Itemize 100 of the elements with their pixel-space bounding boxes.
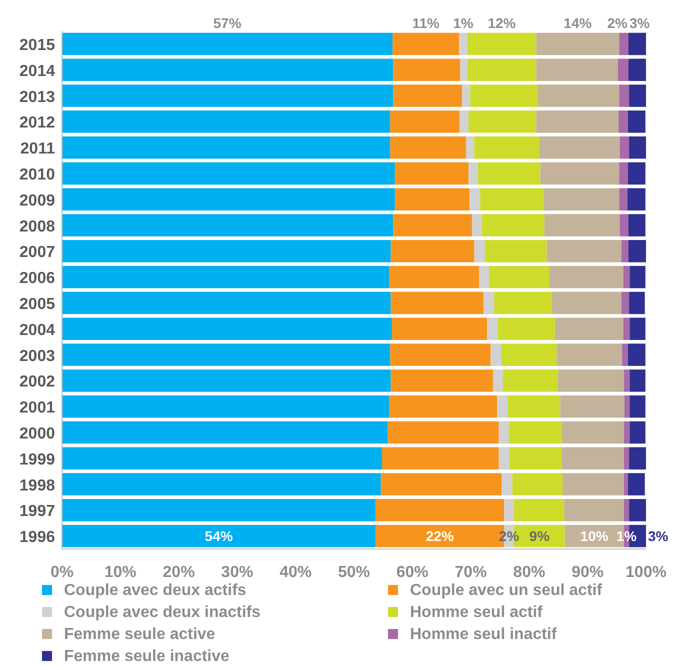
- bar: [562, 447, 624, 470]
- bar: [546, 240, 622, 262]
- bar: [623, 266, 630, 288]
- bar: [467, 58, 536, 81]
- y-tick-label: 2004: [19, 322, 56, 339]
- bar: [628, 344, 646, 366]
- bar: [624, 447, 630, 470]
- x-tick-label: 100%: [626, 564, 666, 581]
- bar: [536, 110, 619, 133]
- bar: [390, 344, 491, 366]
- bar: [623, 318, 630, 340]
- bar: [621, 240, 628, 262]
- y-tick-label: 2000: [19, 425, 56, 442]
- bar: [628, 240, 646, 262]
- x-tick-label: 80%: [513, 564, 546, 581]
- bar: [62, 421, 388, 444]
- y-tick-label: 2010: [19, 166, 56, 184]
- x-tick-label: 40%: [280, 564, 312, 581]
- y-tick-label: 2002: [19, 374, 56, 391]
- bar: [538, 84, 620, 107]
- bar: [376, 499, 504, 522]
- bar: [621, 292, 630, 314]
- bar: [62, 110, 390, 133]
- bar: [619, 84, 630, 107]
- bar: [62, 266, 390, 288]
- bar: [628, 162, 646, 185]
- bar: [62, 136, 390, 159]
- bar: [487, 318, 498, 340]
- bar: [627, 188, 646, 210]
- bar: [484, 240, 547, 262]
- bar: [390, 292, 484, 314]
- y-tick-label: 2014: [19, 62, 56, 80]
- x-tick-label: 0%: [50, 564, 74, 581]
- y-tick-label: 2001: [19, 400, 56, 417]
- bar: [470, 188, 480, 210]
- data-label: 54%: [204, 528, 234, 544]
- bar: [562, 421, 624, 444]
- bar: [558, 370, 624, 392]
- bar: [497, 395, 508, 418]
- bar: [478, 162, 540, 185]
- bar: [618, 58, 628, 81]
- data-label: 9%: [529, 528, 550, 544]
- x-tick-label: 30%: [221, 564, 254, 581]
- bar: [468, 110, 536, 133]
- bar: [393, 84, 462, 107]
- bar: [509, 447, 562, 470]
- bar: [62, 473, 381, 496]
- bar: [620, 136, 630, 159]
- bar: [539, 136, 620, 159]
- bar: [498, 421, 509, 444]
- bar: [501, 344, 557, 366]
- bar: [624, 395, 630, 418]
- y-tick-label: 2005: [19, 296, 56, 313]
- bar: [628, 32, 646, 56]
- bar: [390, 370, 493, 392]
- bar: [470, 84, 538, 107]
- bar: [498, 318, 555, 340]
- y-tick-label: 2008: [19, 218, 56, 236]
- bar: [62, 58, 394, 81]
- bar: [62, 162, 395, 185]
- bar: [556, 344, 622, 366]
- y-tick-label: 1996: [19, 529, 56, 546]
- data-label: 12%: [488, 14, 516, 31]
- bar: [62, 447, 382, 470]
- bar: [62, 292, 391, 314]
- bar: [536, 32, 620, 56]
- data-label: 3%: [648, 528, 669, 544]
- bar: [389, 395, 498, 418]
- bar: [622, 344, 628, 366]
- bar: [468, 162, 478, 185]
- y-tick-label: 1999: [19, 451, 56, 468]
- data-label: 3%: [629, 14, 650, 31]
- legend-label: Femme seule inactive: [64, 648, 230, 665]
- bar: [62, 240, 391, 262]
- bar: [390, 110, 460, 133]
- bar: [508, 421, 562, 444]
- y-tick-label: 2013: [19, 88, 56, 106]
- bar: [630, 266, 646, 288]
- bar: [466, 136, 474, 159]
- bar: [490, 344, 502, 366]
- bar: [562, 473, 624, 496]
- y-tick-label: 2011: [20, 140, 56, 158]
- legend-label: Homme seul inactif: [410, 626, 558, 643]
- y-tick-label: 2015: [19, 36, 56, 54]
- bar: [628, 214, 646, 236]
- bar: [624, 370, 630, 392]
- bar: [628, 473, 645, 496]
- data-label: 1%: [453, 14, 474, 31]
- x-tick-label: 10%: [104, 564, 136, 581]
- bar: [508, 395, 560, 418]
- bar: [552, 292, 622, 314]
- bar: [504, 499, 514, 522]
- bar: [560, 395, 624, 418]
- bar: [619, 32, 628, 56]
- legend-label: Couple avec deux inactifs: [64, 604, 261, 621]
- x-tick-label: 70%: [454, 564, 487, 581]
- bar: [62, 32, 393, 56]
- bar: [474, 136, 540, 159]
- bar: [392, 318, 488, 340]
- bar: [624, 473, 628, 496]
